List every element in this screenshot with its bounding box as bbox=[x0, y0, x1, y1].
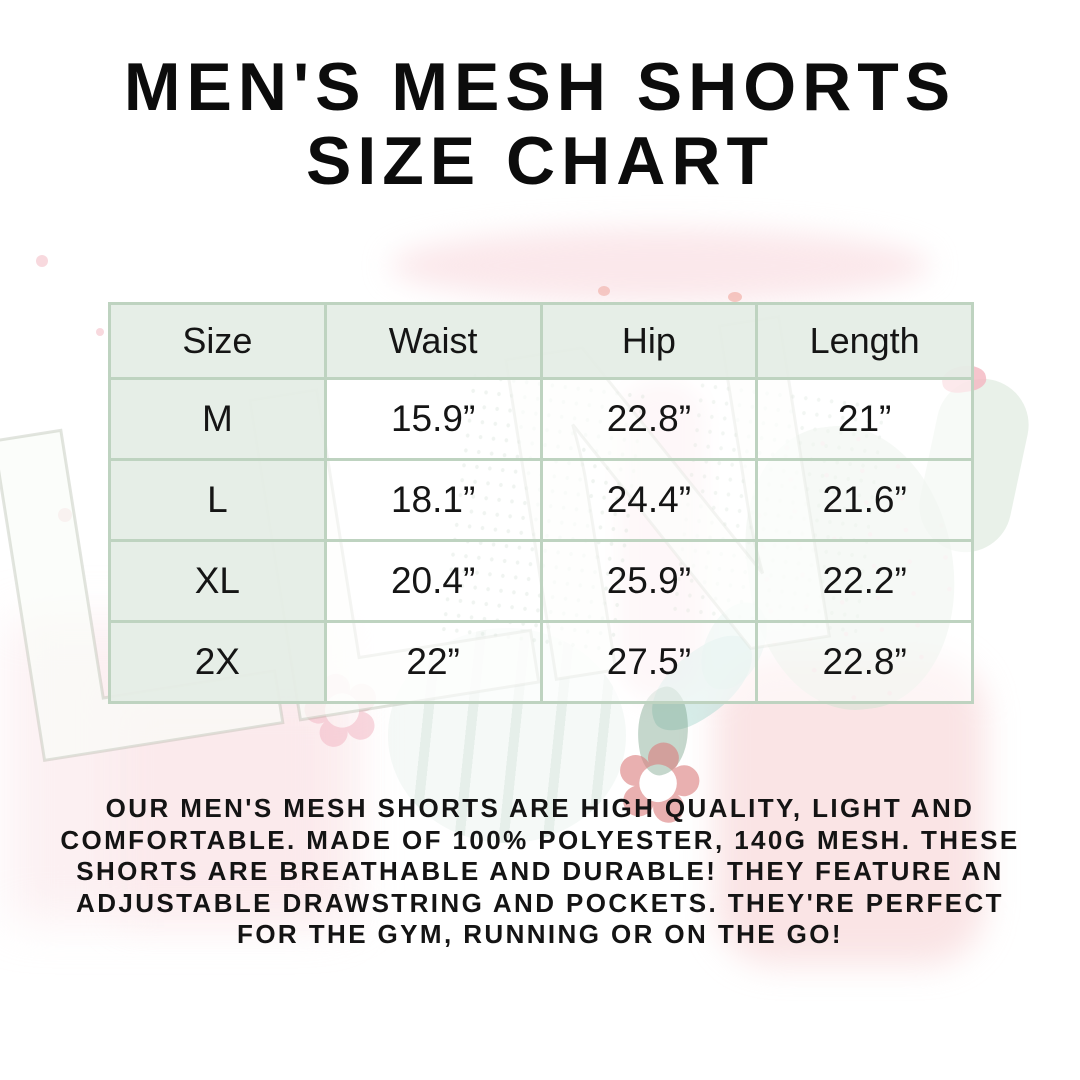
cell-waist-xl: 20.4” bbox=[323, 539, 543, 623]
watermark-coral-smudge bbox=[598, 286, 610, 296]
table-row-m: M 15.9” 22.8” 21” bbox=[108, 377, 974, 461]
cell-size-m: M bbox=[108, 377, 327, 461]
watermark-pink-dot bbox=[36, 255, 48, 267]
table-row-xl: XL 20.4” 25.9” 22.2” bbox=[108, 539, 974, 623]
cell-waist-2x: 22” bbox=[323, 620, 543, 704]
cell-waist-m: 15.9” bbox=[323, 377, 543, 461]
watermark-pink-dot bbox=[58, 508, 72, 522]
cell-hip-2x: 27.5” bbox=[539, 620, 759, 704]
cell-size-l: L bbox=[108, 458, 327, 542]
cell-hip-m: 22.8” bbox=[539, 377, 759, 461]
cell-length-m: 21” bbox=[755, 377, 974, 461]
watermark-pink-dot bbox=[96, 328, 104, 336]
column-header-hip: Hip bbox=[539, 302, 759, 380]
table-row-2x: 2X 22” 27.5” 22.8” bbox=[108, 620, 974, 704]
watermark-pink-wash-top bbox=[390, 228, 930, 303]
cell-length-l: 21.6” bbox=[755, 458, 974, 542]
watermark-coral-smudge bbox=[728, 292, 742, 302]
column-header-size: Size bbox=[108, 302, 327, 380]
cell-size-2x: 2X bbox=[108, 620, 327, 704]
cell-waist-l: 18.1” bbox=[323, 458, 543, 542]
column-header-length: Length bbox=[755, 302, 974, 380]
table-row-l: L 18.1” 24.4” 21.6” bbox=[108, 458, 974, 542]
cell-hip-xl: 25.9” bbox=[539, 539, 759, 623]
size-chart-table: Size Waist Hip Length M 15.9” 22.8” 21” … bbox=[108, 302, 974, 704]
table-header-row: Size Waist Hip Length bbox=[108, 302, 974, 380]
cell-length-2x: 22.8” bbox=[755, 620, 974, 704]
cell-hip-l: 24.4” bbox=[539, 458, 759, 542]
product-description: OUR MEN'S MESH SHORTS ARE HIGH QUALITY, … bbox=[60, 793, 1020, 949]
cell-size-xl: XL bbox=[108, 539, 327, 623]
cell-length-xl: 22.2” bbox=[755, 539, 974, 623]
page-title: MEN'S MESH SHORTS SIZE CHART bbox=[123, 49, 957, 199]
column-header-waist: Waist bbox=[323, 302, 543, 380]
